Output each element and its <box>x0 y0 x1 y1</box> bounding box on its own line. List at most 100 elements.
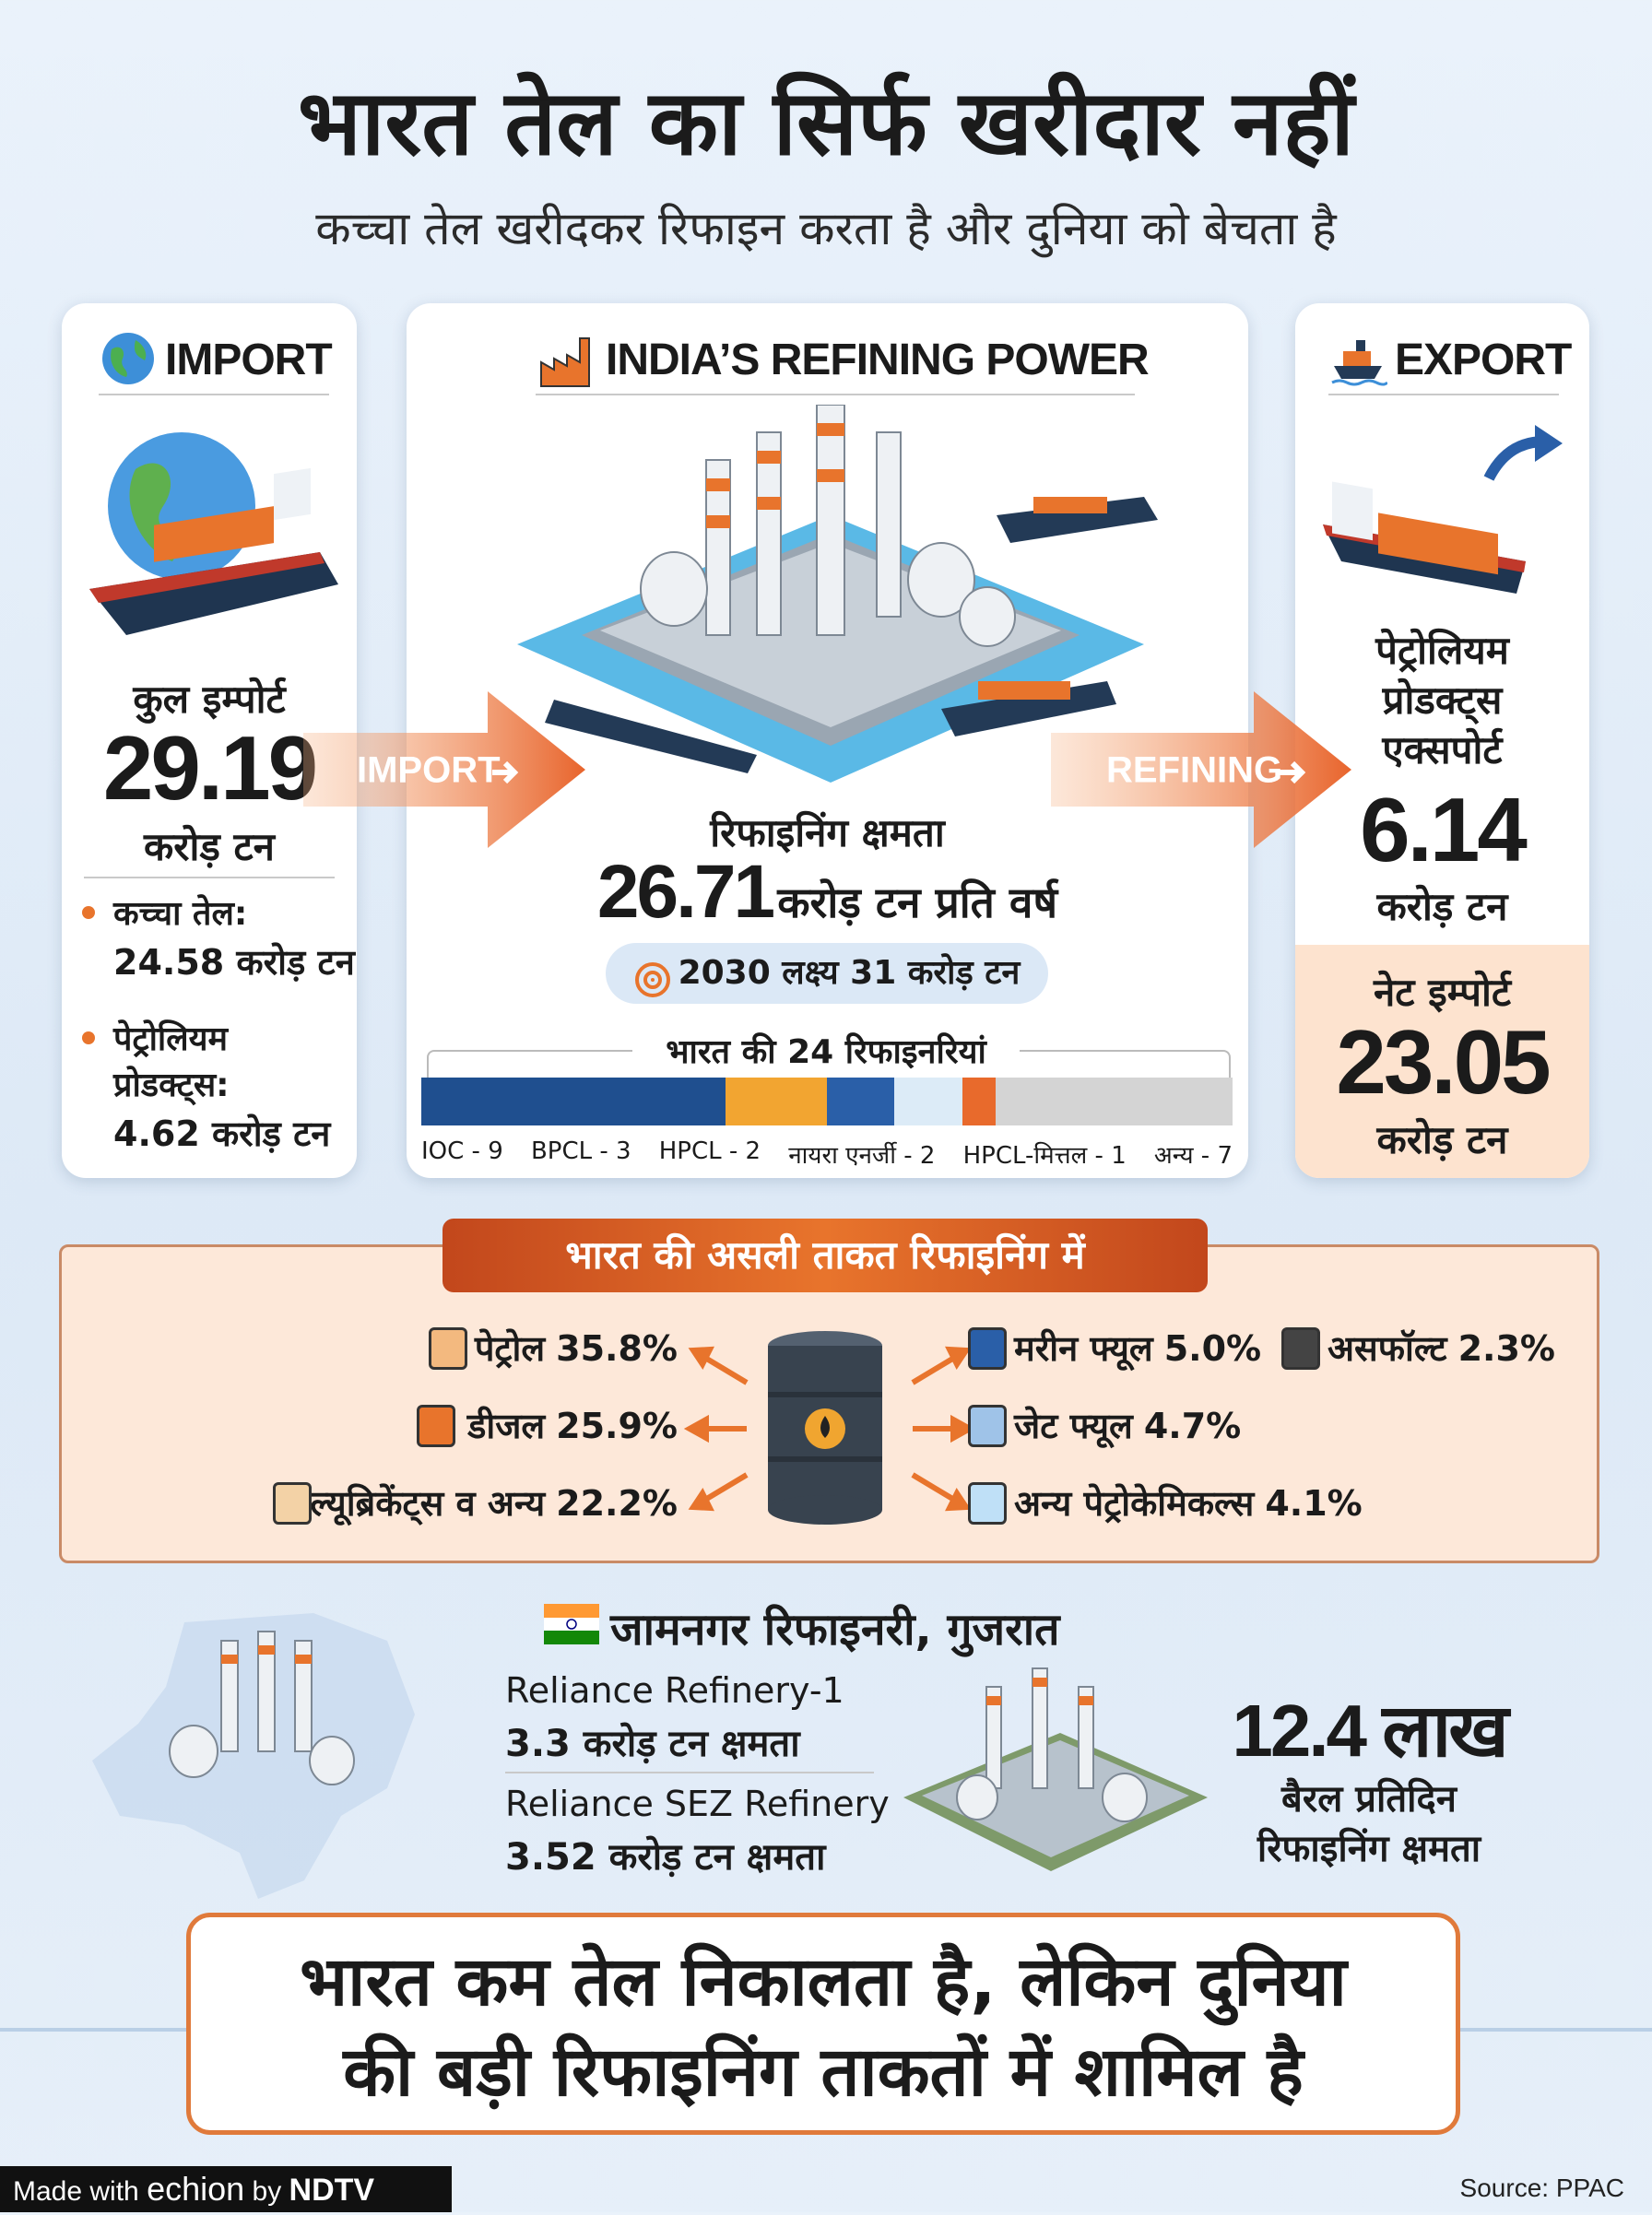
product-name: अन्य पेट्रोकेमिकल्स <box>1014 1483 1255 1524</box>
import-total-label: कुल इम्पोर्ट <box>133 677 286 722</box>
footer-brand: Made with echion by NDTV <box>0 2166 452 2212</box>
product-item: जेट फ्यूल 4.7% <box>1014 1401 1241 1449</box>
product-icon <box>968 1405 1007 1447</box>
net-import-panel: नेट इम्पोर्ट 23.05 करोड़ टन <box>1295 945 1589 1178</box>
export-label-line: पेट्रोलियम <box>1375 628 1509 673</box>
gujarat-map <box>92 1613 415 1899</box>
jamnagar-title: जामनगर रिफाइनरी, गुजरात <box>610 1604 1060 1655</box>
product-share: 35.8% <box>556 1328 678 1369</box>
capacity-label: रिफाइनिंग क्षमता <box>710 810 945 855</box>
refinery-label: HPCL - 2 <box>658 1137 761 1165</box>
net-label: नेट इम्पोर्ट <box>1373 970 1512 1015</box>
subtitle: कच्चा तेल खरीदकर रिफाइन करता है और दुनिय… <box>315 202 1337 255</box>
product-share: 5.0% <box>1163 1328 1262 1369</box>
refining-arrow: REFINING <box>1051 691 1351 848</box>
distribution-title: भारत की असली ताकत रिफाइनिंग में <box>442 1219 1208 1292</box>
import-total-value: 29.19 <box>102 717 318 819</box>
product-name: मरीन फ्यूल <box>1014 1328 1153 1369</box>
jamnagar-refinery-illustration <box>903 1667 1208 1871</box>
arrow-label: REFINING <box>1106 750 1282 791</box>
refining-heading: INDIA’S REFINING POWER <box>606 336 1150 384</box>
partner: NDTV <box>289 2173 375 2208</box>
jamnagar-refinery-capacity: 3.52 करोड़ टन क्षमता <box>505 1836 826 1879</box>
product-share: 22.2% <box>556 1483 678 1524</box>
refinery-segment <box>726 1078 827 1125</box>
refinery-segment <box>421 1078 726 1125</box>
import-total-unit: करोड़ टन <box>144 824 275 869</box>
callout-line: भारत कम तेल निकालता है, लेकिन दुनिया <box>300 1942 1347 2021</box>
refinery-label: नायरा एनर्जी - 2 <box>788 1142 936 1170</box>
export-heading: EXPORT <box>1395 336 1572 384</box>
refinery-labels: IOC - 9 BPCL - 3 HPCL - 2 नायरा एनर्जी - 2 H… <box>421 1137 1233 1171</box>
capacity-row: 26.71 करोड़ टन प्रति वर्ष <box>407 854 1248 930</box>
product-item: पेट्रोल 35.8% <box>475 1324 678 1372</box>
import-heading: IMPORT <box>165 336 333 384</box>
import-arrow: IMPORT <box>303 691 585 848</box>
refinery-segment <box>996 1078 1233 1125</box>
refinery-bar <box>421 1078 1233 1125</box>
export-label-line: प्रोडक्ट्स <box>1382 677 1503 723</box>
distribution-arrows <box>683 1346 976 1512</box>
import-item-label: प्रोडक्ट्स: <box>113 1066 230 1104</box>
barrel <box>768 1331 882 1525</box>
product-name: डीजल <box>467 1406 546 1446</box>
jamnagar-total-line: बैरल प्रतिदिन <box>1281 1778 1457 1820</box>
export-unit: करोड़ टन <box>1376 884 1508 929</box>
product-item: अन्य पेट्रोकेमिकल्स 4.1% <box>1014 1479 1363 1526</box>
callout: भारत कम तेल निकालता है, लेकिन दुनिया की … <box>186 1913 1460 2135</box>
title: भारत तेल का सिर्फ खरीदार नहीं <box>298 71 1354 176</box>
net-value: 23.05 <box>1336 1011 1551 1113</box>
product-share: 2.3% <box>1457 1328 1555 1369</box>
jamnagar-total-line: रिफाइनिंग क्षमता <box>1257 1828 1481 1870</box>
product-icon <box>1281 1327 1320 1370</box>
import-item-label: कच्चा तेल: <box>113 895 248 933</box>
product-name: जेट फ्यूल <box>1014 1406 1133 1446</box>
factory-icon <box>540 337 590 387</box>
net-unit: करोड़ टन <box>1376 1117 1508 1162</box>
target-text: 2030 लक्ष्य 31 करोड़ टन <box>678 954 1021 992</box>
refinery-label: IOC - 9 <box>421 1137 503 1165</box>
product-icon <box>273 1482 312 1525</box>
refinery-label: HPCL-मित्तल - 1 <box>962 1142 1127 1170</box>
import-item-value: 24.58 करोड़ टन <box>113 942 355 983</box>
export-value: 6.14 <box>1360 779 1528 880</box>
product-share: 4.1% <box>1265 1483 1363 1524</box>
product-icon <box>968 1327 1007 1370</box>
product-icon <box>417 1405 455 1447</box>
import-ship-illustration <box>89 432 338 635</box>
capacity-value: 26.71 <box>596 850 775 934</box>
source: Source: PPAC <box>1459 2174 1624 2202</box>
refinery-segment <box>827 1078 895 1125</box>
product-item: डीजल 25.9% <box>467 1401 678 1449</box>
product-icon <box>968 1482 1007 1525</box>
target-pill: 2030 लक्ष्य 31 करोड़ टन <box>606 943 1048 1004</box>
bullet <box>82 906 95 919</box>
import-item-value: 4.62 करोड़ टन <box>113 1113 331 1154</box>
export-card: EXPORT पेट्रोलियम प्रोडक्ट्स एक्सपोर्ट 6… <box>1295 303 1589 1178</box>
globe-icon <box>102 333 154 384</box>
ship-icon <box>1331 340 1387 386</box>
brand: echion <box>147 2170 245 2208</box>
product-name: ल्यूब्रिकेंट्स व अन्य <box>310 1483 546 1524</box>
product-item: असफॉल्ट 2.3% <box>1328 1324 1555 1372</box>
product-icon <box>429 1327 467 1370</box>
export-label-line: एक्सपोर्ट <box>1382 726 1503 772</box>
product-name: पेट्रोल <box>474 1328 546 1369</box>
bullet <box>82 1031 95 1044</box>
jamnagar-refinery-name: Reliance Refinery-1 <box>505 1670 844 1711</box>
target-icon <box>634 961 670 997</box>
product-share: 25.9% <box>556 1406 678 1446</box>
product-share: 4.7% <box>1143 1406 1242 1446</box>
arrow-label: IMPORT <box>357 750 501 791</box>
jamnagar-refinery-name: Reliance SEZ Refinery <box>505 1784 890 1824</box>
product-item: मरीन फ्यूल 5.0% <box>1014 1324 1261 1372</box>
callout-line: की बड़ी रिफाइनिंग ताकतों में शामिल है <box>343 2032 1304 2112</box>
import-item-label: पेट्रोलियम <box>113 1020 229 1058</box>
jamnagar-total-label: बैरल प्रतिदिन रिफाइनिंग क्षमता <box>1226 1774 1512 1874</box>
made-with: Made with <box>13 2176 139 2207</box>
capacity-unit: करोड़ टन प्रति वर्ष <box>777 878 1058 927</box>
india-flag <box>544 1604 599 1644</box>
jamnagar-refinery-capacity: 3.3 करोड़ टन क्षमता <box>505 1723 800 1765</box>
refinery-label: BPCL - 3 <box>530 1137 631 1165</box>
